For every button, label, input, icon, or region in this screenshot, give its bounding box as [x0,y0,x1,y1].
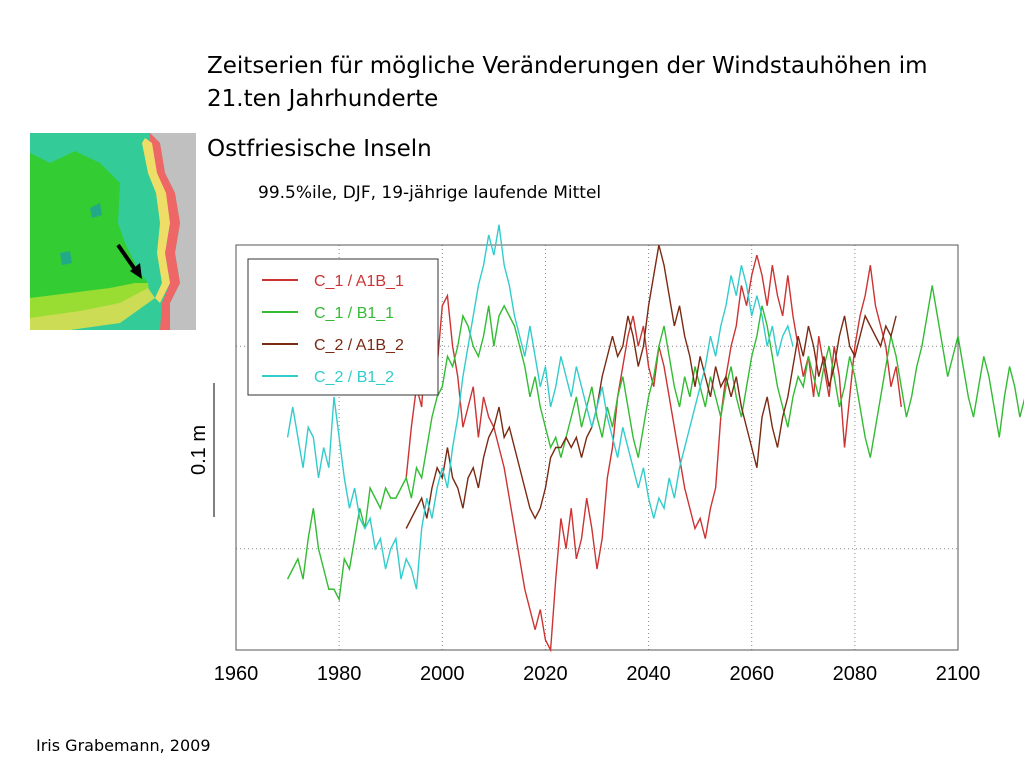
series-line [405,254,902,653]
author-credit: Iris Grabemann, 2009 [36,736,211,755]
region-label: Ostfriesische Inseln [207,136,432,162]
plot-frame [235,244,959,651]
page-title: Zeitserien für mögliche Veränderungen de… [207,53,928,112]
series-line [405,244,897,529]
series-lines [286,224,1024,653]
x-tick-label: 2020 [523,663,568,685]
legend-entry: C_1 / B1_1 [314,305,394,322]
x-tick-label: 1980 [317,663,362,685]
legend: C_1 / A1B_1 C_1 / B1_1 C_2 / A1B_2 C_2 / B1… [247,258,439,396]
north-sea-coast-map-icon [30,133,196,330]
x-tick-labels: 1960 1980 2000 2020 2040 2060 2080 2100 [214,663,981,685]
chart-subtitle: 99.5%ile, DJF, 19-jährige laufende Mitte… [258,183,602,203]
x-tick-label: 2000 [420,663,465,685]
series-line [286,224,794,590]
legend-entry: C_2 / A1B_2 [314,337,404,354]
series-line [286,285,1024,602]
x-tick-label: 2100 [936,663,981,685]
x-tick-label: 2040 [626,663,671,685]
x-tick-label: 2060 [729,663,774,685]
legend-entry: C_1 / A1B_1 [314,273,404,290]
x-tick-label: 2080 [833,663,878,685]
scale-bar-label: 0.1 m [188,425,210,475]
legend-box [247,258,439,396]
legend-entry: C_2 / B1_2 [314,369,394,386]
x-tick-label: 1960 [214,663,259,685]
